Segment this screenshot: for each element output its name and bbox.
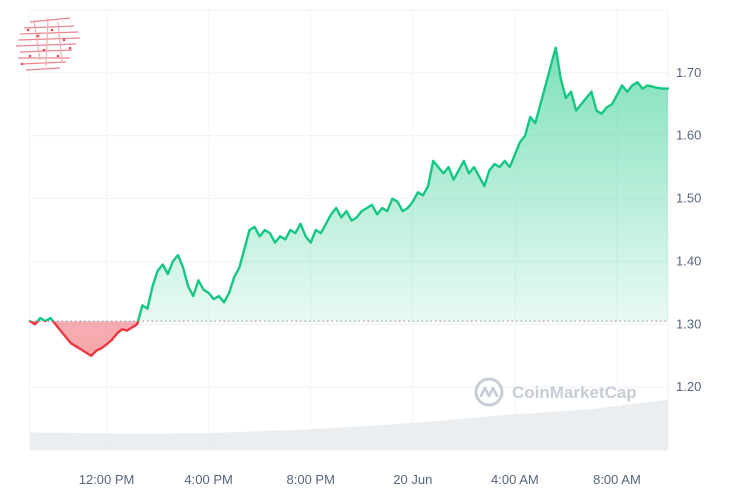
logo-glitch-icon — [15, 17, 81, 71]
x-tick-label: 4:00 PM — [184, 472, 232, 487]
y-tick-label: 1.30 — [676, 316, 701, 331]
coinmarketcap-logo-icon — [474, 377, 504, 407]
volume-area — [30, 399, 668, 450]
price-area-down — [30, 321, 139, 356]
price-area-up — [30, 47, 668, 322]
y-tick-label: 1.40 — [676, 253, 701, 268]
x-tick-label: 8:00 PM — [287, 472, 335, 487]
y-axis: 1.20 1.30 1.40 1.50 1.60 1.70 — [676, 65, 701, 394]
watermark-text: CoinMarketCap — [512, 383, 637, 402]
price-line-up — [28, 46, 670, 322]
price-line-down — [28, 321, 140, 357]
y-tick-label: 1.70 — [676, 65, 701, 80]
watermark: CoinMarketCap — [474, 377, 637, 407]
y-tick-label: 1.20 — [676, 379, 701, 394]
x-tick-label: 12:00 PM — [79, 472, 135, 487]
y-tick-label: 1.50 — [676, 191, 701, 206]
x-tick-label: 20 Jun — [393, 472, 432, 487]
x-tick-label: 8:00 AM — [593, 472, 641, 487]
x-axis: 12:00 PM 4:00 PM 8:00 PM 20 Jun 4:00 AM 8:00 … — [79, 472, 641, 487]
y-tick-label: 1.60 — [676, 128, 701, 143]
x-tick-label: 4:00 AM — [491, 472, 539, 487]
